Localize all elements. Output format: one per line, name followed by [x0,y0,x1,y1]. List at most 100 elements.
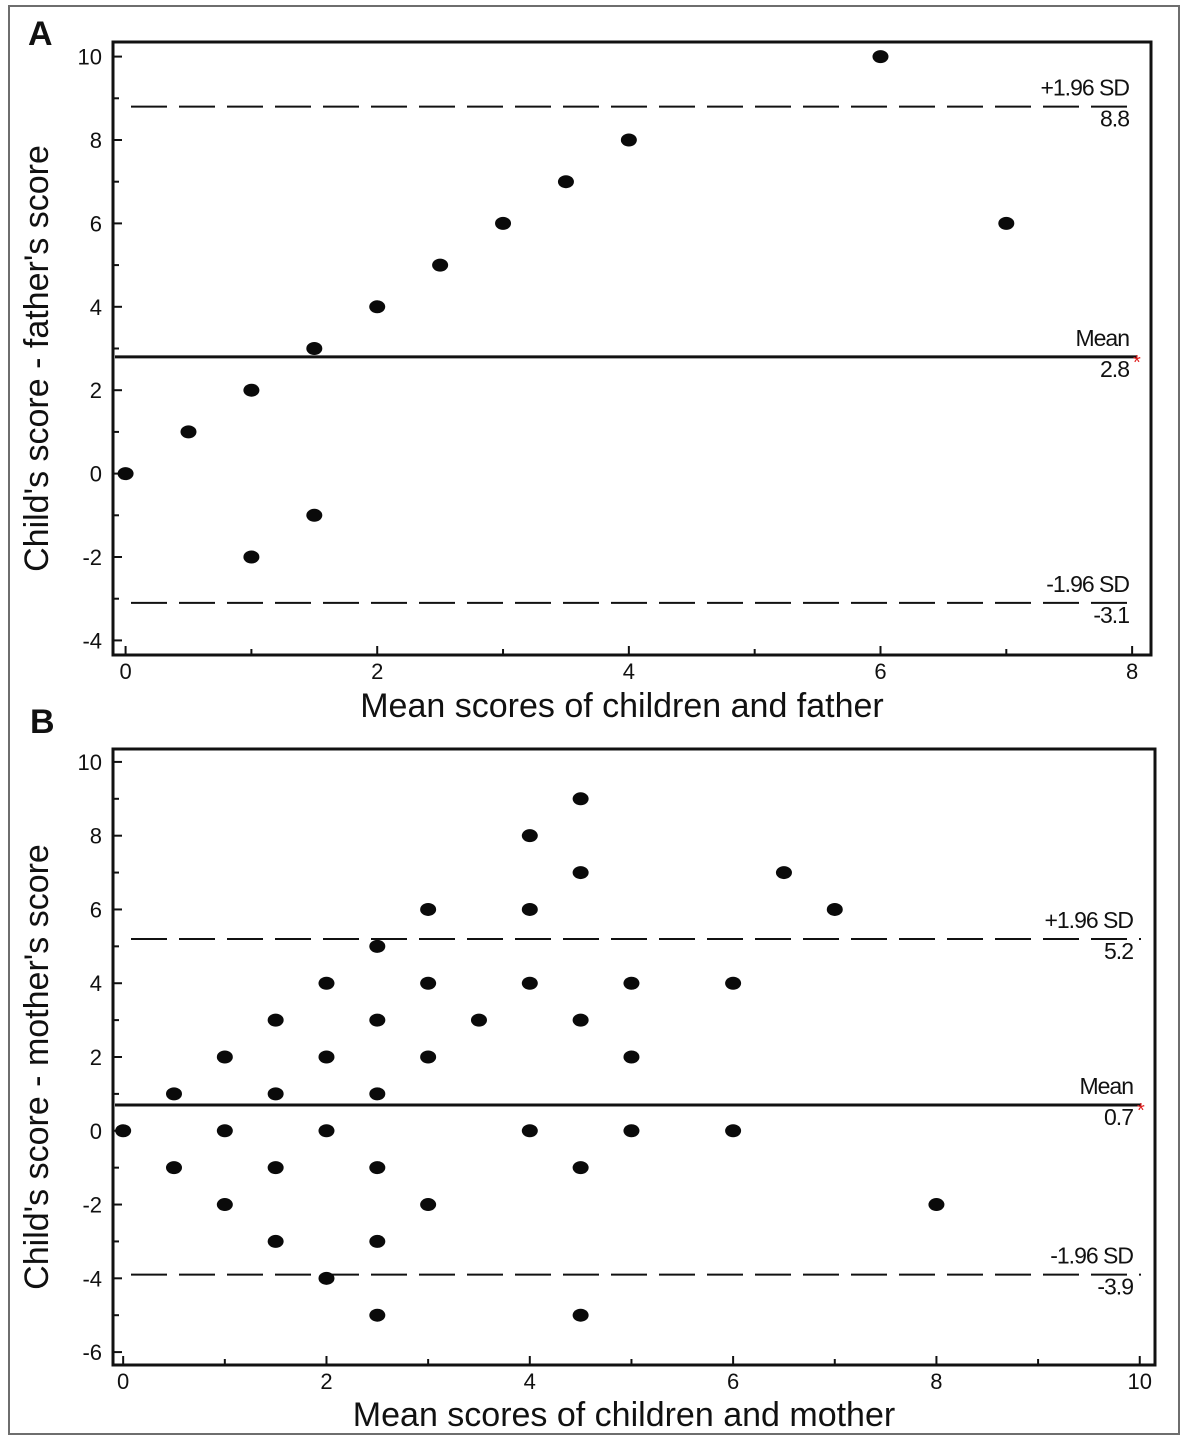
data-point [318,1050,335,1064]
data-point [369,1234,386,1248]
data-point [243,383,260,397]
y-axis-title: Child's score - mother's score [18,844,56,1290]
data-point [117,467,134,481]
data-point [432,258,449,272]
ref-line-value: 2.8 [1100,356,1129,382]
data-point [420,1050,437,1064]
ref-line-value: 0.7 [1104,1104,1133,1130]
x-tick-label: 6 [727,1369,739,1394]
x-tick-label: 0 [117,1369,129,1394]
data-point [369,1308,386,1322]
panel-label: B [30,703,55,741]
data-point [572,1013,589,1027]
data-point [165,1087,182,1101]
ref-line-value: 8.8 [1100,106,1129,132]
y-tick-label: -4 [82,1266,102,1291]
chart-panel-a: A -4 -2 0 2 4 6 8 10 0 2 4 6 8 Mean scores of children… [18,15,1153,725]
data-point [420,976,437,990]
data-point [318,1271,335,1285]
y-tick-label: 4 [90,971,102,996]
y-tick-label: 0 [90,1119,102,1144]
y-tick-label: -2 [82,545,102,570]
data-point [267,1234,284,1248]
y-tick-label: 0 [90,462,102,487]
ref-line-name: -1.96 SD [1050,1243,1133,1269]
y-tick-label: 10 [78,750,102,775]
data-point [623,1124,640,1138]
y-tick-label: -4 [82,628,102,653]
data-point [369,1013,386,1027]
significance-marker: * [1137,1100,1145,1122]
data-point [420,902,437,916]
data-point [620,133,637,147]
x-axis-title: Mean scores of children and mother [353,1396,895,1434]
data-point [725,1124,742,1138]
y-tick-label: 10 [78,45,102,70]
y-axis-title: Child's score - father's score [18,145,56,572]
y-tick-label: 2 [90,1045,102,1070]
data-point [267,1087,284,1101]
data-point [557,175,574,189]
panel-label: A [28,15,53,53]
data-point [928,1198,945,1212]
x-tick-label: 2 [320,1369,332,1394]
data-point [216,1124,233,1138]
x-tick-label: 4 [524,1369,536,1394]
y-tick-label: 2 [90,378,102,403]
data-point [623,976,640,990]
data-point [420,1198,437,1212]
data-point [572,792,589,806]
data-point [572,1161,589,1175]
x-tick-label: 0 [119,659,131,684]
ref-line-name: Mean [1079,1073,1133,1099]
data-point [521,1124,538,1138]
ref-line-value: 5.2 [1104,938,1133,964]
ref-line-value: -3.1 [1093,602,1129,628]
data-point [826,902,843,916]
y-tick-label: -2 [82,1193,102,1218]
x-axis-title: Mean scores of children and father [360,687,884,725]
data-point [306,342,323,355]
x-tick-label: 10 [1128,1369,1152,1394]
ref-line-name: Mean [1075,325,1129,351]
data-point [470,1013,487,1027]
data-point [115,1124,132,1138]
chart-panel-b: B -6 -4 -2 0 2 4 6 8 10 0 2 4 6 8 10 Mean scores of chil… [18,703,1157,1434]
data-point [998,216,1015,230]
data-point [572,866,589,880]
data-point [267,1013,284,1027]
data-point [521,902,538,916]
data-point [165,1161,182,1175]
y-tick-label: 4 [90,295,102,320]
x-tick-label: 4 [623,659,635,684]
data-point [267,1161,284,1175]
y-tick-label: 8 [90,128,102,153]
x-tick-label: 8 [1126,659,1138,684]
data-point [775,866,792,880]
figure-frame [8,5,1180,1435]
data-point [180,425,197,439]
x-tick-label: 2 [371,659,383,684]
data-point [725,976,742,990]
ref-line-name: +1.96 SD [1040,75,1129,101]
data-point [369,1087,386,1101]
ref-line-name: +1.96 SD [1044,907,1133,933]
data-point [243,550,260,564]
data-point [369,939,386,953]
significance-marker: * [1133,352,1141,374]
x-tick-label: 6 [874,659,886,684]
y-tick-label: 6 [90,897,102,922]
data-point [495,216,512,230]
data-point [216,1198,233,1212]
data-point [521,829,538,843]
x-tick-label: 8 [930,1369,942,1394]
data-point [216,1050,233,1064]
y-tick-label: 8 [90,824,102,849]
data-point [318,1124,335,1138]
data-point [369,1161,386,1175]
y-tick-label: 6 [90,211,102,236]
data-point [318,976,335,990]
data-point [306,508,323,522]
